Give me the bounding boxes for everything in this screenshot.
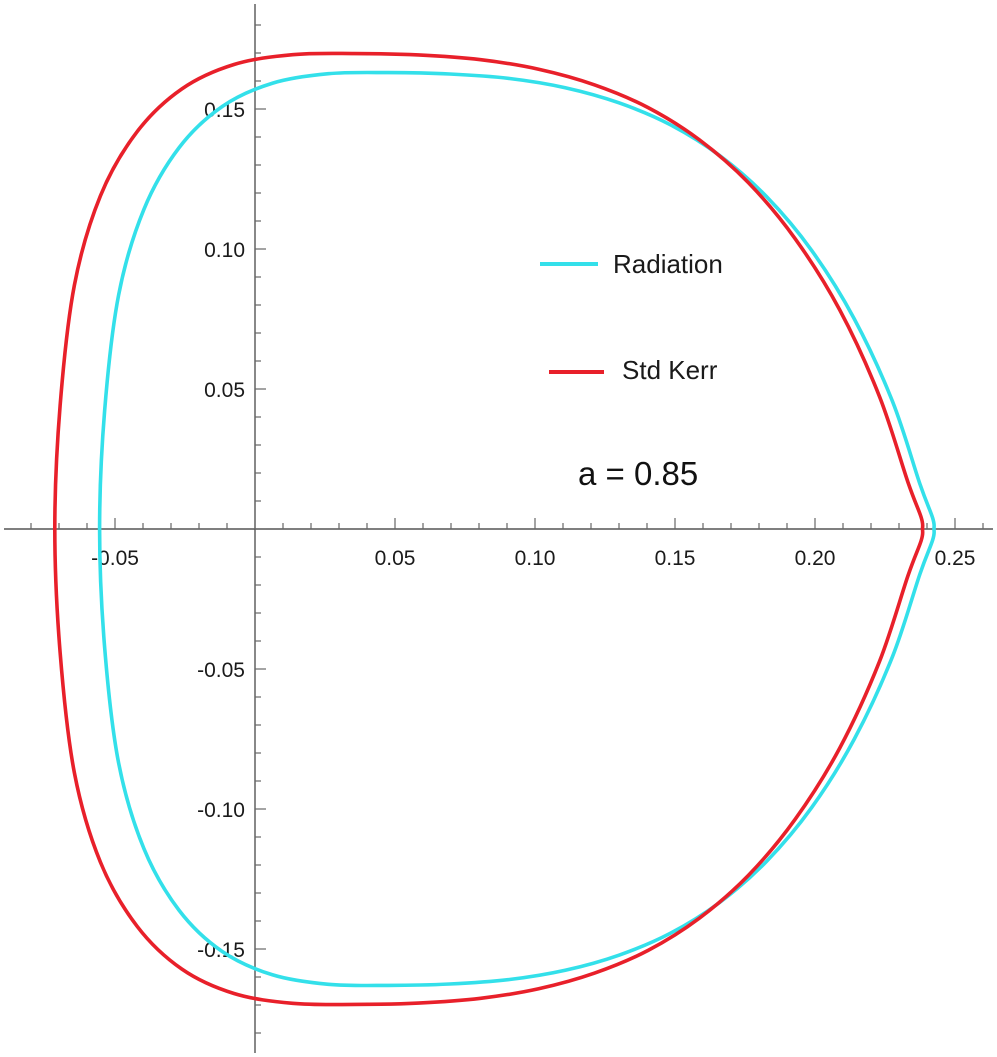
x-tick-label: -0.05: [91, 547, 139, 570]
x-tick-label: 0.05: [375, 547, 416, 570]
legend-label-radiation: Radiation: [613, 249, 723, 279]
legend: Radiation Std Kerr: [540, 249, 723, 385]
x-tick-label: 0.15: [655, 547, 696, 570]
axis-tick-labels: -0.05 0.05 0.10 0.15 0.20 0.25 0.15 0.10 0.05 -0.…: [91, 99, 975, 962]
x-tick-label: 0.10: [515, 547, 556, 570]
series-group: [53, 51, 936, 1007]
x-tick-label: 0.20: [795, 547, 836, 570]
axes: -0.05 0.05 0.10 0.15 0.20 0.25 0.15 0.10 0.05 -0.…: [4, 4, 993, 1053]
series-line-radiation: [97, 70, 936, 988]
x-tick-label: 0.25: [935, 547, 976, 570]
y-tick-label: 0.10: [204, 239, 245, 262]
axis-ticks: [30, 24, 984, 1034]
y-tick-label: -0.10: [197, 799, 245, 822]
y-tick-label: -0.05: [197, 659, 245, 682]
y-tick-label: 0.15: [204, 99, 245, 122]
series-line-std-kerr: [53, 51, 925, 1007]
annotation-spin-parameter: a = 0.85: [578, 455, 698, 492]
legend-label-std-kerr: Std Kerr: [622, 355, 718, 385]
y-tick-label: 0.05: [204, 379, 245, 402]
